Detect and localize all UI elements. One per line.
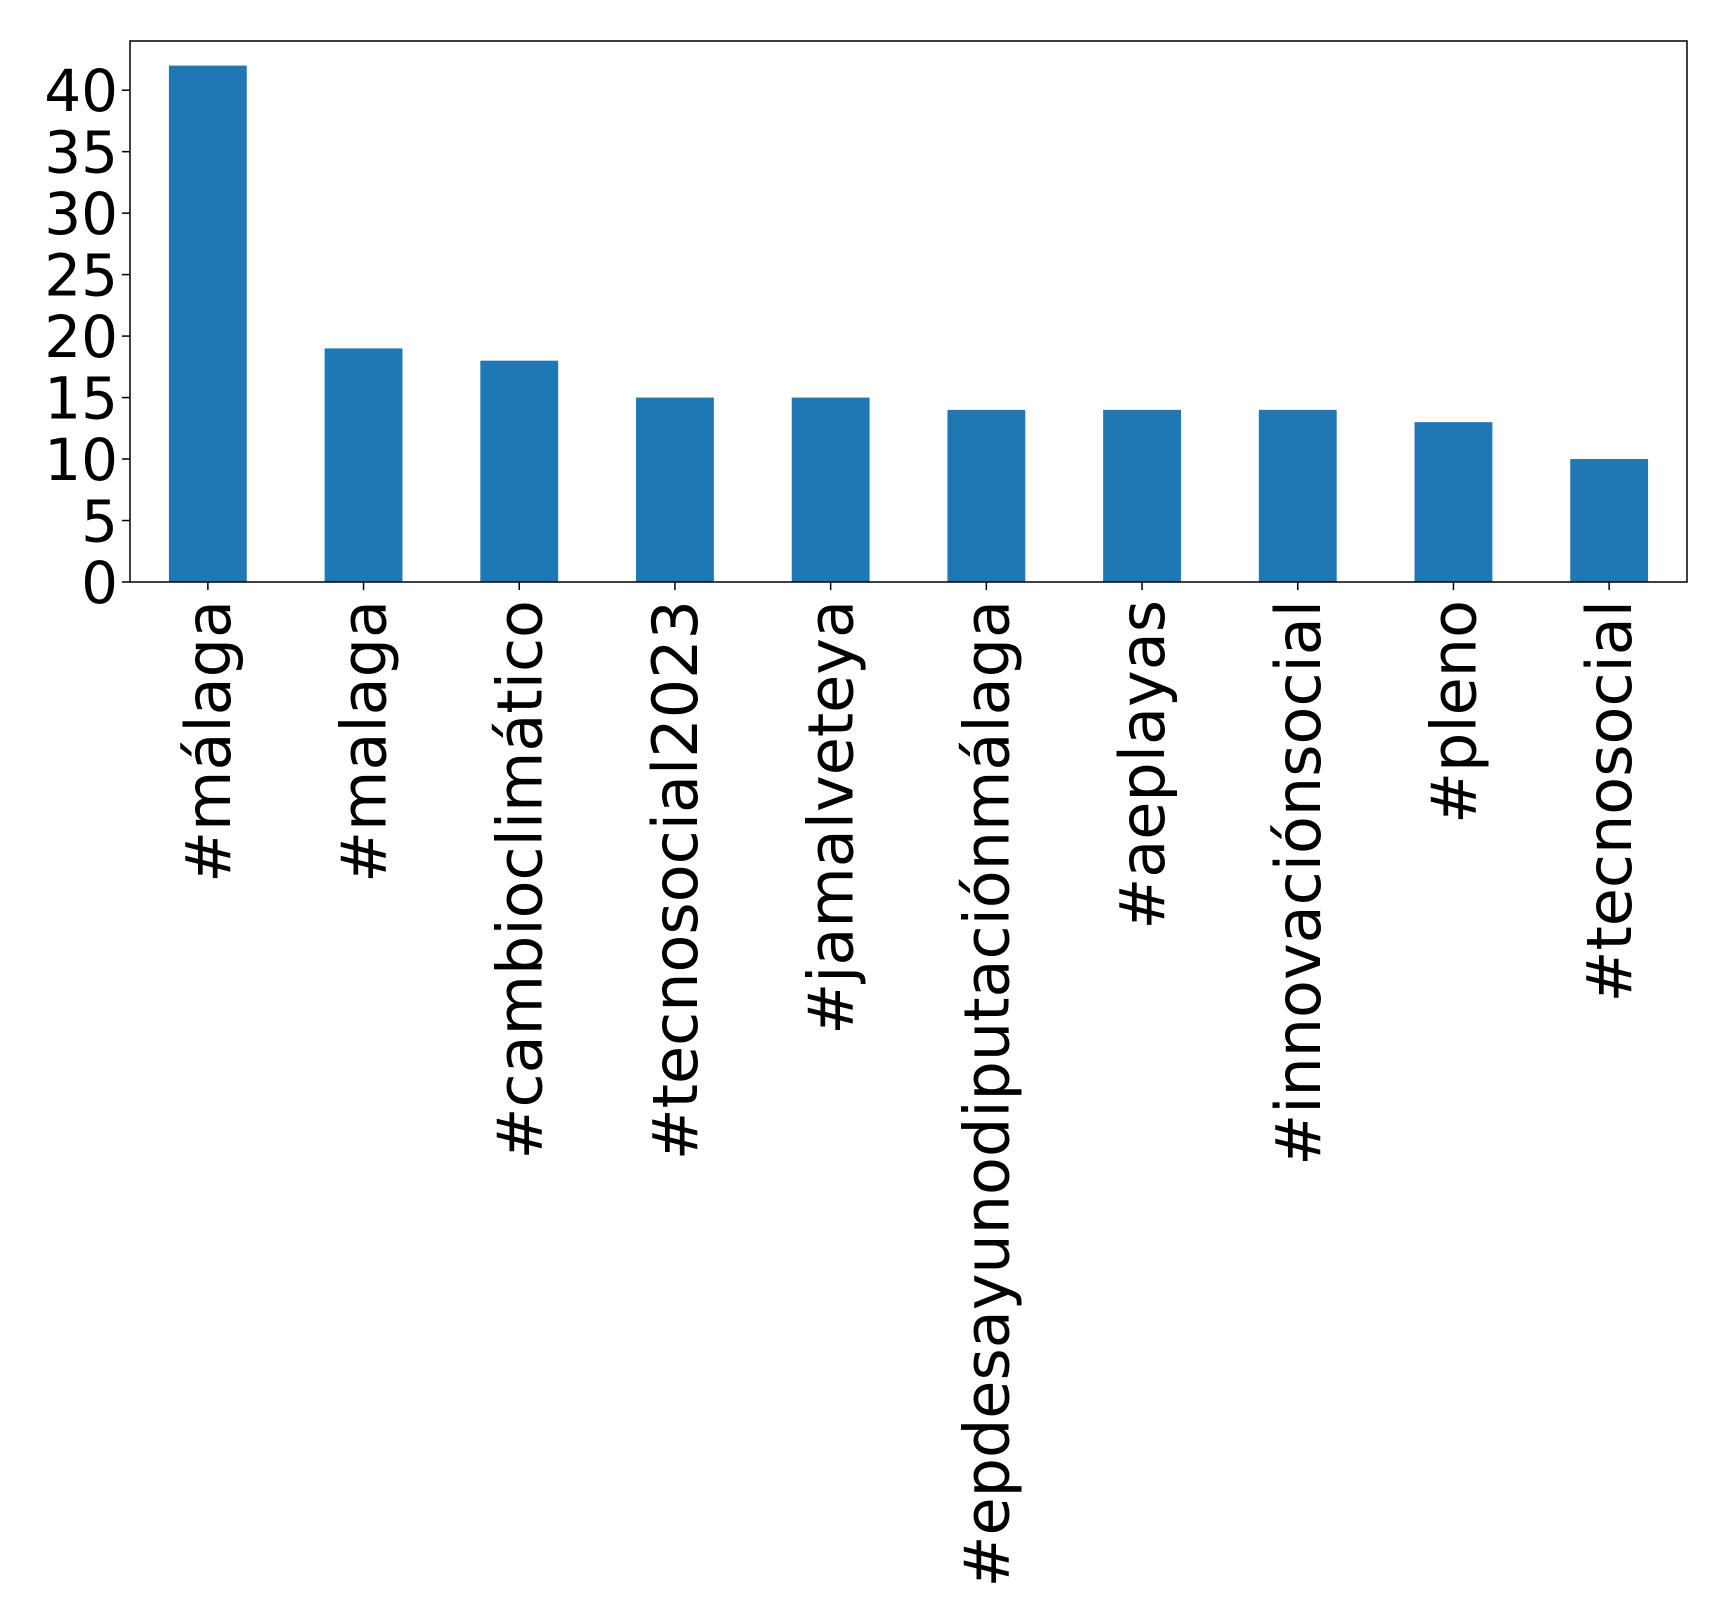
y-tick-label: 30	[44, 180, 118, 248]
x-tick-label: #aeplayas	[1106, 600, 1179, 930]
bar	[947, 409, 1026, 582]
y-tick-label: 10	[44, 426, 118, 494]
x-tick-label: #tecnosocial	[1573, 600, 1646, 1003]
x-tick-label: #innovaciónsocial	[1262, 600, 1335, 1166]
x-tick-label: #cambioclimático	[483, 600, 556, 1159]
x-tick-label: #málaga	[172, 600, 245, 883]
bars-layer	[168, 65, 1649, 582]
y-tick-label: 20	[44, 303, 118, 371]
y-tick-label: 25	[44, 242, 118, 310]
bar	[324, 348, 403, 582]
bar	[1258, 409, 1337, 582]
bar	[636, 397, 714, 582]
bar	[1103, 409, 1181, 582]
y-tick-label: 40	[44, 57, 118, 125]
y-tick-label: 5	[81, 488, 118, 556]
x-tick-label: #tecnosocial2023	[639, 600, 712, 1160]
x-tick-label: #jamalveteya	[795, 600, 868, 1035]
plot-frame	[129, 40, 1688, 583]
bar	[1570, 459, 1649, 582]
bar	[168, 65, 247, 582]
y-tick-label: 15	[44, 365, 118, 433]
bar	[791, 397, 870, 582]
x-tick-label: #pleno	[1417, 600, 1490, 824]
x-tick-label: #epdesayunodiputaciónmálaga	[950, 600, 1023, 1588]
y-tick-label: 0	[81, 549, 118, 617]
y-tick-label: 35	[44, 119, 118, 187]
x-axis: #málaga #malaga #cambioclimático #tecnosoci…	[172, 582, 1646, 1588]
x-tick-label: #malaga	[328, 600, 401, 883]
bar	[480, 360, 559, 582]
bar	[1414, 422, 1493, 582]
